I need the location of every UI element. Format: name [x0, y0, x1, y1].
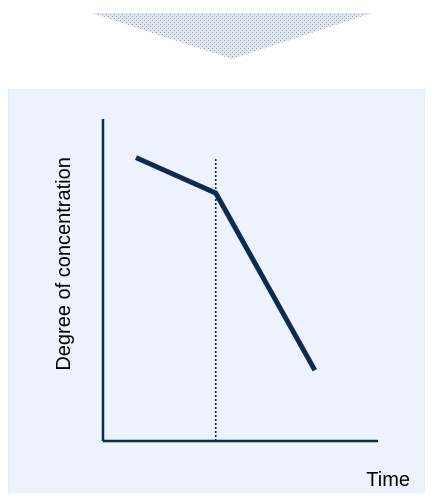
y-axis-label: Degree of concentration — [53, 157, 75, 370]
line-chart: Degree of concentration Time — [8, 89, 425, 493]
x-axis-label: Time — [366, 469, 410, 491]
down-triangle-icon — [92, 13, 372, 59]
series-layer — [134, 155, 317, 372]
chart-axes — [101, 119, 378, 443]
chart-panel: Degree of concentration Time — [8, 89, 425, 493]
down-arrow-shape — [92, 13, 372, 59]
